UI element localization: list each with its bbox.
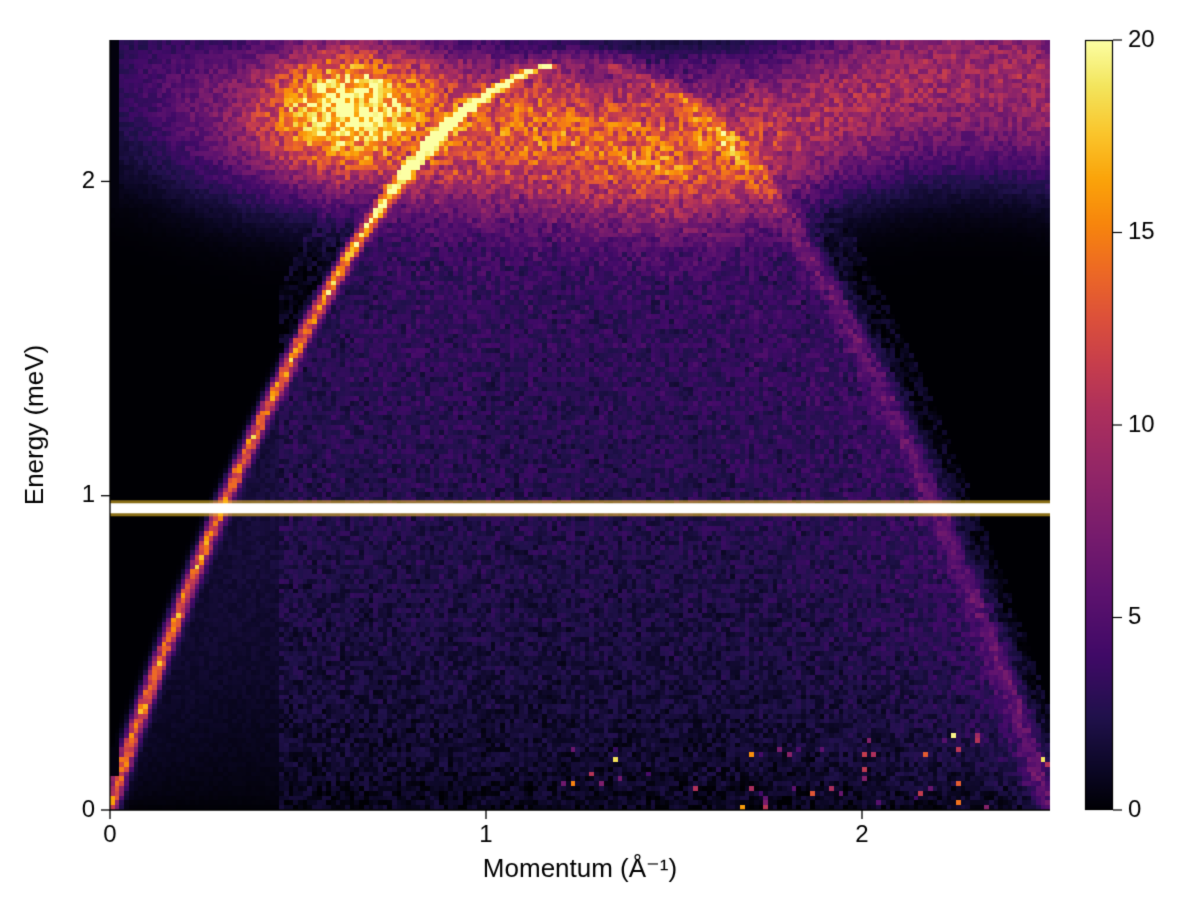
dispersion-heatmap xyxy=(0,0,1200,900)
